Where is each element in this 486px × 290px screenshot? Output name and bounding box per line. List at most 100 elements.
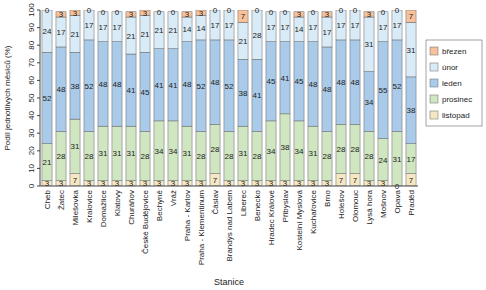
x-tick-label: Lysá hora (365, 189, 374, 224)
bar-segment (140, 15, 150, 52)
bar-segment (322, 17, 332, 47)
data-label: 17 (337, 21, 346, 30)
bar-segment (112, 126, 122, 181)
bar-segment (56, 17, 66, 47)
legend-label: prosinec (442, 95, 472, 104)
data-label: 14 (197, 24, 206, 33)
data-label: 48 (211, 78, 220, 87)
data-label: 3 (185, 10, 190, 19)
y-tick (37, 27, 40, 28)
data-label: 3 (115, 179, 120, 188)
data-label: 3 (367, 10, 372, 19)
x-tick-label: Olomouc (351, 190, 360, 222)
data-label: 17 (407, 155, 416, 164)
data-label: 0 (255, 6, 260, 15)
data-label: 28 (253, 31, 262, 40)
data-label: 3 (381, 179, 386, 188)
data-label: 3 (59, 10, 64, 19)
bar-segment (56, 47, 66, 131)
data-label: 24 (43, 27, 52, 36)
bar-segment (168, 121, 178, 181)
x-tick-label: Cheb (43, 189, 52, 209)
data-label: 48 (113, 80, 122, 89)
bar-segment (182, 17, 192, 42)
bar-segment (364, 17, 374, 72)
data-label: 21 (169, 26, 178, 35)
bar-segment (308, 42, 318, 126)
data-label: 21 (155, 26, 164, 35)
x-tick-label: Praha - Klementinum (197, 190, 206, 265)
y-tick (37, 186, 40, 187)
data-label: 31 (393, 155, 402, 164)
y-tick (37, 168, 40, 169)
y-tick (37, 150, 40, 151)
data-label: 34 (295, 147, 304, 156)
data-label: 17 (323, 28, 332, 37)
data-label: 3 (73, 9, 78, 18)
legend-swatch (430, 95, 438, 103)
bar-segment (350, 40, 360, 124)
data-label: 3 (241, 179, 246, 188)
x-tick-label: Kuchařovice (309, 189, 318, 234)
bar-segment (322, 47, 332, 131)
legend-swatch (430, 111, 438, 119)
data-label: 7 (73, 176, 78, 185)
x-tick-label: Vráž (169, 190, 178, 206)
y-tick-label: 60 (27, 75, 36, 84)
data-label: 31 (407, 46, 416, 55)
data-label: 21 (141, 30, 150, 39)
bar-segment (126, 17, 136, 54)
legend-box (426, 40, 482, 126)
x-tick-label: Holešov (337, 190, 346, 219)
x-tick-label: Klatovy (113, 190, 122, 216)
x-tick-label: Benecko (253, 189, 262, 221)
bar-segment (406, 77, 416, 144)
legend-label: únor (442, 63, 458, 72)
data-label: 0 (353, 6, 358, 15)
data-label: 31 (309, 149, 318, 158)
data-label: 0 (87, 6, 92, 15)
data-label: 41 (155, 81, 164, 90)
bar-segment (154, 121, 164, 181)
data-label: 48 (57, 85, 66, 94)
data-label: 28 (225, 152, 234, 161)
data-label: 52 (197, 82, 206, 91)
bar-segment (42, 144, 52, 181)
bar-segment (238, 22, 248, 59)
bar-segment (70, 52, 80, 119)
data-label: 17 (379, 23, 388, 32)
y-tick-label: 50 (27, 93, 36, 102)
legend-label: březen (442, 47, 466, 56)
data-label: 17 (85, 21, 94, 30)
data-label: 17 (57, 28, 66, 37)
bar-segment (350, 124, 360, 173)
data-label: 0 (283, 8, 288, 17)
data-label: 52 (43, 94, 52, 103)
bar-segment (126, 54, 136, 126)
bar-segment (168, 49, 178, 121)
data-label: 52 (85, 82, 94, 91)
data-label: 31 (127, 149, 136, 158)
data-label: 21 (127, 32, 136, 41)
x-tick-label: Žatec (57, 190, 66, 210)
bar-segment (364, 72, 374, 132)
data-label: 3 (199, 9, 204, 18)
x-tick-label: Kralovice (85, 189, 94, 222)
x-tick-label: Brno (323, 189, 332, 206)
data-label: 0 (213, 6, 218, 15)
bar-segment (112, 42, 122, 126)
data-label: 14 (183, 25, 192, 34)
data-label: 31 (239, 149, 248, 158)
x-tick-label: Mošnov (379, 190, 388, 218)
data-label: 21 (43, 158, 52, 167)
data-label: 7 (353, 176, 358, 185)
bar-segment (252, 131, 262, 180)
data-label: 3 (283, 179, 288, 188)
data-label: 28 (57, 152, 66, 161)
data-label: 17 (267, 23, 276, 32)
bar-segment (42, 10, 52, 52)
bar-segment (210, 124, 220, 173)
data-label: 3 (367, 179, 372, 188)
y-tick-label: 0 (27, 183, 36, 188)
y-tick (37, 133, 40, 134)
